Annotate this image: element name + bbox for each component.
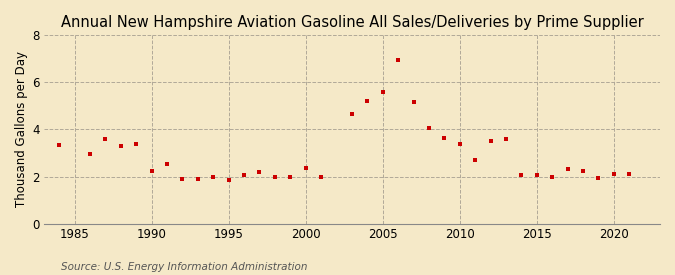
Point	[115, 144, 126, 148]
Point	[254, 170, 265, 174]
Point	[454, 141, 465, 146]
Point	[300, 166, 311, 170]
Point	[547, 174, 558, 179]
Point	[346, 112, 357, 116]
Point	[162, 161, 173, 166]
Point	[239, 173, 250, 178]
Point	[54, 142, 65, 147]
Point	[485, 139, 496, 144]
Point	[100, 137, 111, 141]
Point	[608, 172, 619, 176]
Point	[408, 100, 419, 104]
Point	[223, 178, 234, 182]
Point	[316, 174, 327, 179]
Point	[423, 126, 434, 130]
Point	[501, 137, 512, 141]
Y-axis label: Thousand Gallons per Day: Thousand Gallons per Day	[15, 51, 28, 207]
Point	[470, 158, 481, 162]
Point	[362, 99, 373, 103]
Point	[377, 90, 388, 94]
Point	[285, 174, 296, 179]
Point	[578, 169, 589, 173]
Point	[177, 177, 188, 181]
Point	[269, 174, 280, 179]
Point	[131, 141, 142, 146]
Point	[146, 169, 157, 173]
Point	[562, 167, 573, 172]
Point	[439, 136, 450, 140]
Point	[516, 173, 526, 178]
Point	[624, 172, 634, 176]
Point	[208, 174, 219, 179]
Point	[531, 173, 542, 178]
Text: Source: U.S. Energy Information Administration: Source: U.S. Energy Information Administ…	[61, 262, 307, 272]
Title: Annual New Hampshire Aviation Gasoline All Sales/Deliveries by Prime Supplier: Annual New Hampshire Aviation Gasoline A…	[61, 15, 643, 30]
Point	[593, 175, 603, 180]
Point	[192, 177, 203, 181]
Point	[393, 58, 404, 62]
Point	[84, 152, 95, 156]
